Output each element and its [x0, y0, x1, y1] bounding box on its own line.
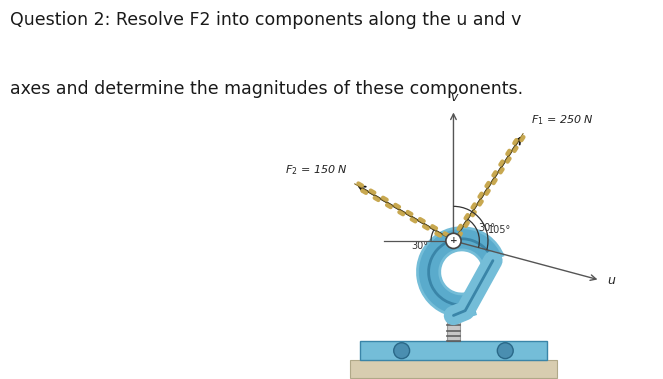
Circle shape — [394, 343, 410, 359]
Text: axes and determine the magnitudes of these components.: axes and determine the magnitudes of the… — [10, 80, 523, 97]
Text: 105°: 105° — [488, 225, 511, 235]
Circle shape — [446, 233, 461, 249]
Text: v: v — [450, 91, 457, 104]
Bar — [360, 341, 547, 360]
Text: $F_1$ = 250 N: $F_1$ = 250 N — [531, 113, 594, 127]
Text: +: + — [450, 236, 457, 245]
Bar — [448, 315, 459, 341]
Bar — [350, 360, 557, 377]
Text: u: u — [607, 274, 615, 287]
Circle shape — [497, 343, 513, 359]
Text: $F_2$ = 150 N: $F_2$ = 150 N — [285, 163, 348, 177]
Text: 30°: 30° — [411, 241, 428, 251]
Text: 30°: 30° — [479, 223, 495, 233]
Text: Question 2: Resolve F2 into components along the u and v: Question 2: Resolve F2 into components a… — [10, 11, 521, 29]
